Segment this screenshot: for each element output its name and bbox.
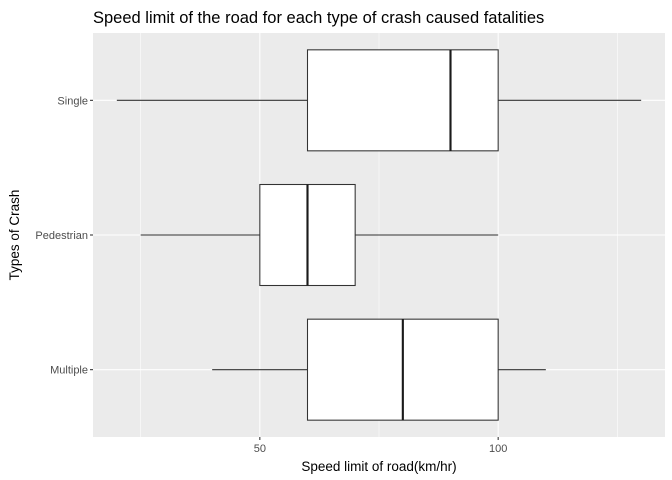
y-tick-label: Multiple — [50, 365, 88, 377]
x-axis-title: Speed limit of road(km/hr) — [301, 459, 456, 474]
box-pedestrian — [140, 183, 499, 287]
y-tick-label: Single — [57, 95, 88, 107]
x-tick-label: 50 — [254, 443, 266, 455]
x-tick-label: 100 — [489, 443, 507, 455]
y-tick-label: Pedestrian — [35, 230, 88, 242]
chart-title: Speed limit of the road for each type of… — [93, 9, 544, 27]
box-single — [116, 49, 642, 152]
y-axis: Single Pedestrian Multiple — [35, 95, 93, 377]
box-multiple — [212, 318, 546, 421]
x-axis: 50 100 — [254, 437, 507, 455]
iqr-box — [306, 49, 499, 152]
y-axis-title: Types of Crash — [7, 190, 22, 281]
box-series — [116, 49, 642, 421]
